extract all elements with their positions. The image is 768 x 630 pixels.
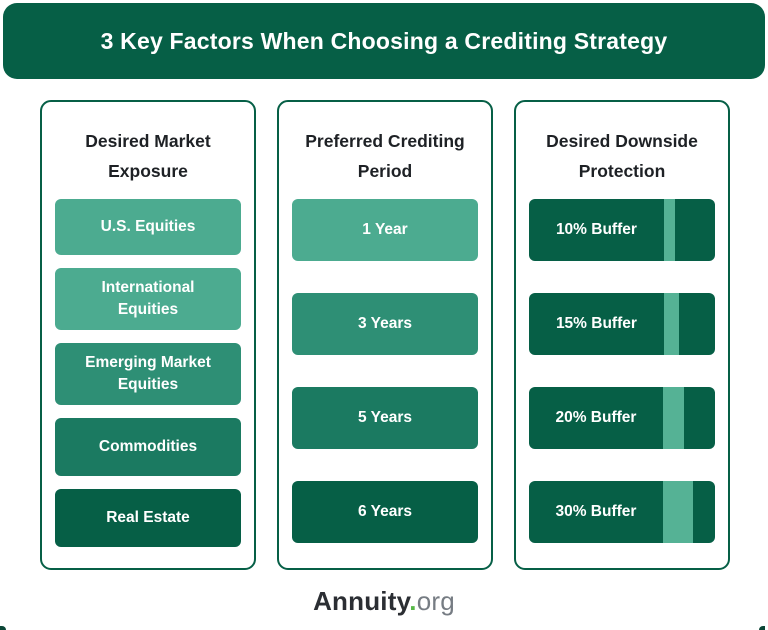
bar-3-years: 3 Years bbox=[292, 293, 478, 355]
bar-label: 10% Buffer bbox=[555, 221, 637, 238]
card-title-market-exposure: Desired Market Exposure bbox=[85, 131, 211, 181]
brand-dot: . bbox=[409, 586, 417, 616]
bottom-left-corner-mark bbox=[0, 626, 6, 630]
brand-suffix: org bbox=[416, 586, 455, 616]
buffer-stripe bbox=[663, 199, 675, 261]
bar-label: 20% Buffer bbox=[555, 409, 637, 426]
bar-label: 15% Buffer bbox=[555, 315, 637, 332]
bar-5-years: 5 Years bbox=[292, 387, 478, 449]
bar-real-estate: Real Estate bbox=[55, 489, 241, 547]
buffer-stripe bbox=[662, 481, 693, 543]
card-downside-protection: Desired Downside Protection 10% Buffer 1… bbox=[514, 100, 730, 570]
bar-15-percent-buffer: 15% Buffer bbox=[529, 293, 715, 355]
bar-label: Commodities bbox=[98, 438, 198, 455]
buffer-stripe bbox=[663, 293, 679, 355]
bar-label: Real Estate bbox=[106, 509, 190, 526]
downside-protection-bars: 10% Buffer 15% Buffer 20% Buffer 30% Buf… bbox=[529, 199, 715, 543]
bar-6-years: 6 Years bbox=[292, 481, 478, 543]
bar-20-percent-buffer: 20% Buffer bbox=[529, 387, 715, 449]
columns-container: Desired Market Exposure U.S. Equities In… bbox=[40, 100, 730, 570]
bar-30-percent-buffer: 30% Buffer bbox=[529, 481, 715, 543]
bar-commodities: Commodities bbox=[55, 418, 241, 476]
page-title: 3 Key Factors When Choosing a Crediting … bbox=[100, 27, 668, 54]
bottom-right-corner-mark bbox=[759, 626, 765, 630]
crediting-period-bars: 1 Year 3 Years 5 Years 6 Years bbox=[292, 199, 478, 543]
footer-logo: Annuity.org bbox=[0, 586, 768, 617]
card-market-exposure: Desired Market Exposure U.S. Equities In… bbox=[40, 100, 256, 570]
bar-label: 6 Years bbox=[357, 503, 413, 520]
bar-label: 5 Years bbox=[357, 409, 413, 426]
bar-us-equities: U.S. Equities bbox=[55, 199, 241, 255]
card-crediting-period: Preferred Crediting Period 1 Year 3 Year… bbox=[277, 100, 493, 570]
bar-international-equities: International Equities bbox=[55, 268, 241, 330]
market-exposure-bars: U.S. Equities International Equities Eme… bbox=[55, 199, 241, 547]
bar-1-year: 1 Year bbox=[292, 199, 478, 261]
header-banner: 3 Key Factors When Choosing a Crediting … bbox=[3, 3, 765, 79]
buffer-stripe bbox=[662, 387, 684, 449]
bar-10-percent-buffer: 10% Buffer bbox=[529, 199, 715, 261]
bar-emerging-market-equities: Emerging Market Equities bbox=[55, 343, 241, 405]
bar-label: International Equities bbox=[101, 279, 195, 318]
bar-label: 30% Buffer bbox=[555, 503, 637, 520]
bar-label: U.S. Equities bbox=[100, 218, 196, 235]
card-title-downside-protection: Desired Downside Protection bbox=[546, 131, 698, 181]
brand-name: Annuity bbox=[313, 586, 410, 616]
bar-label: 1 Year bbox=[362, 221, 408, 238]
card-title-crediting-period: Preferred Crediting Period bbox=[305, 131, 465, 181]
bar-label: Emerging Market Equities bbox=[85, 354, 211, 393]
bar-label: 3 Years bbox=[357, 315, 413, 332]
